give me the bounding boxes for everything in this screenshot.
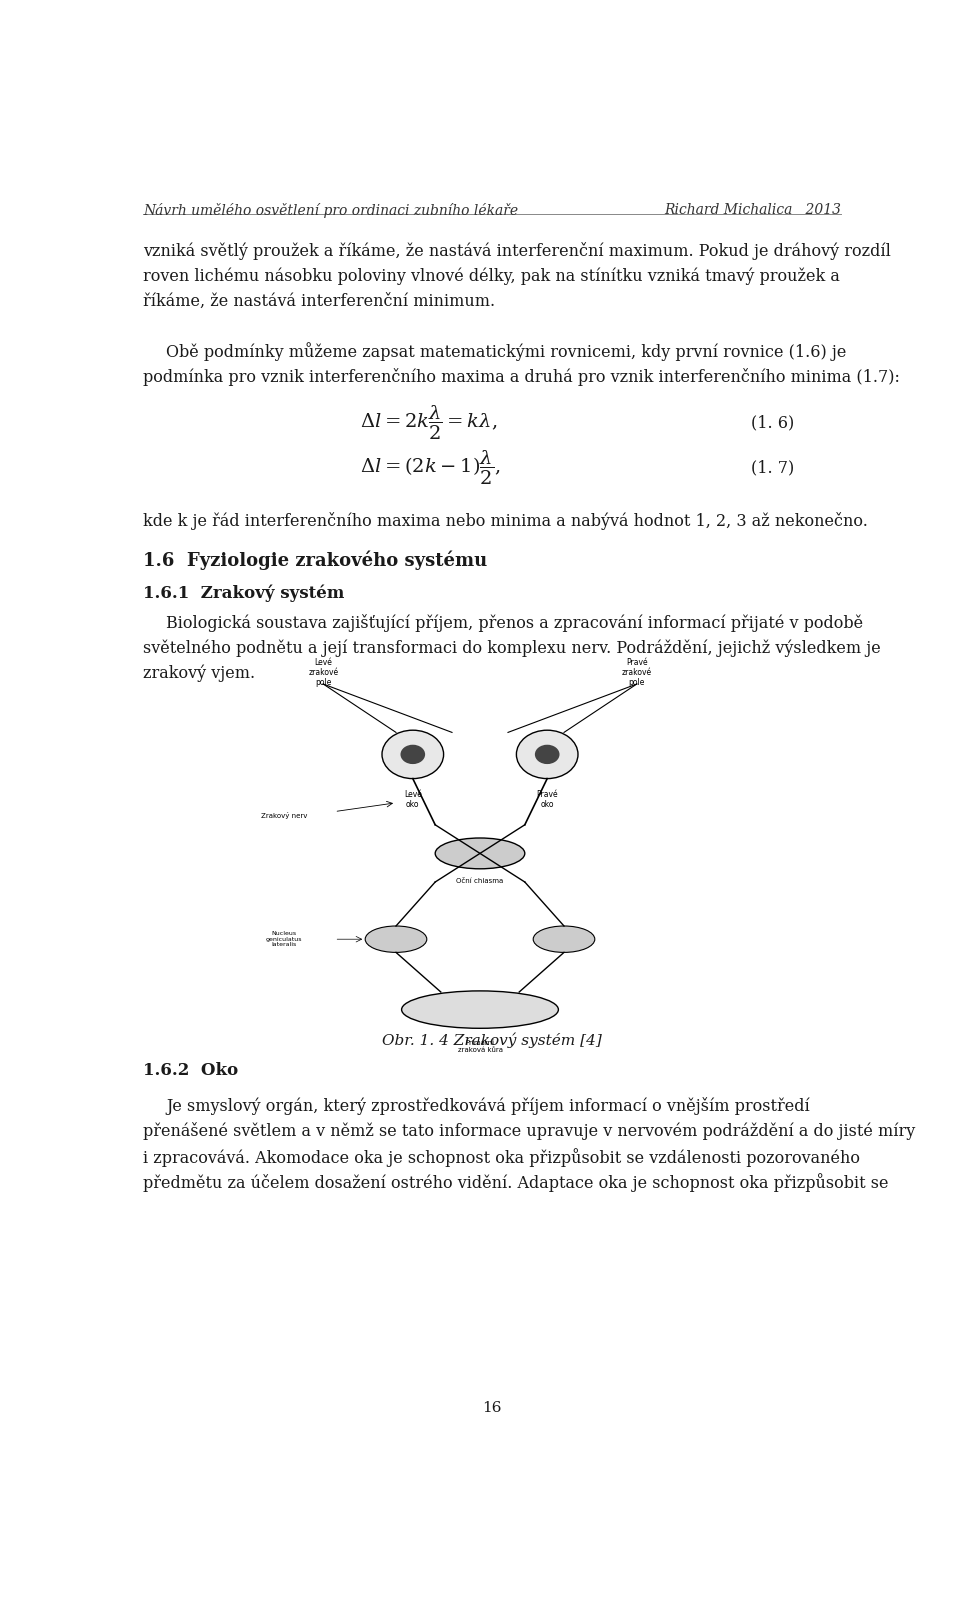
Text: Obě podmínky můžeme zapsat matematickými rovnicemi, kdy první rovnice (1.6) je: Obě podmínky můžeme zapsat matematickými…: [166, 343, 847, 362]
Text: říkáme, že nastává interferenční minimum.: říkáme, že nastává interferenční minimum…: [143, 293, 495, 311]
Text: přenášené světlem a v němž se tato informace upravuje v nervovém podráždění a do: přenášené světlem a v němž se tato infor…: [143, 1122, 916, 1140]
Circle shape: [516, 730, 578, 778]
Text: i zpracovává. Akomodace oka je schopnost oka přizpůsobit se vzdálenosti pozorova: i zpracovává. Akomodace oka je schopnost…: [143, 1148, 860, 1167]
Ellipse shape: [365, 925, 427, 953]
Ellipse shape: [533, 925, 595, 953]
Text: 1.6  Fyziologie zrakového systému: 1.6 Fyziologie zrakového systému: [143, 551, 488, 570]
Text: Primární
zraková kůra: Primární zraková kůra: [458, 1041, 502, 1053]
Text: 1.6.2  Oko: 1.6.2 Oko: [143, 1061, 238, 1079]
Text: Oční chiasma: Oční chiasma: [456, 877, 504, 884]
Text: předmětu za účelem dosažení ostrého vidění. Adaptace oka je schopnost oka přizpů: předmětu za účelem dosažení ostrého vidě…: [143, 1174, 889, 1193]
Text: vzniká světlý proužek a říkáme, že nastává interferenční maximum. Pokud je dráho: vzniká světlý proužek a říkáme, že nastá…: [143, 242, 891, 261]
Text: roven lichému násobku poloviny vlnové délky, pak na stínítku vzniká tmavý prouže: roven lichému násobku poloviny vlnové dé…: [143, 267, 840, 285]
Text: světelného podnětu a její transformaci do komplexu nerv. Podráždění, jejichž výs: světelného podnětu a její transformaci d…: [143, 639, 881, 656]
Text: 1.6.1  Zrakový systém: 1.6.1 Zrakový systém: [143, 584, 345, 602]
Text: Biologická soustava zajišťující příjem, přenos a zpracování informací přijaté v : Biologická soustava zajišťující příjem, …: [166, 615, 864, 632]
Text: kde k je řád interferenčního maxima nebo minima a nabývá hodnot 1, 2, 3 až nekon: kde k je řád interferenčního maxima nebo…: [143, 512, 868, 530]
Ellipse shape: [401, 991, 559, 1028]
Text: Pravé
zrakové
pole: Pravé zrakové pole: [622, 658, 652, 687]
Circle shape: [535, 744, 560, 764]
Text: Levé
zrakové
pole: Levé zrakové pole: [308, 658, 338, 687]
Text: 16: 16: [482, 1401, 502, 1415]
Text: Richard Michalica   2013: Richard Michalica 2013: [663, 203, 841, 216]
Text: (1. 6): (1. 6): [751, 415, 794, 432]
Text: Zrakový nerv: Zrakový nerv: [261, 812, 307, 820]
Circle shape: [382, 730, 444, 778]
Text: Levé
oko: Levé oko: [404, 789, 421, 809]
Text: Nucleus
geniculatus
lateralis: Nucleus geniculatus lateralis: [266, 930, 302, 948]
Text: zrakový vjem.: zrakový vjem.: [143, 664, 255, 682]
Circle shape: [400, 744, 425, 764]
Text: $\Delta l = 2k\dfrac{\lambda}{2} = k\lambda,$: $\Delta l = 2k\dfrac{\lambda}{2} = k\lam…: [360, 403, 497, 442]
Text: Návrh umělého osvětlení pro ordinaci zubního lékaře: Návrh umělého osvětlení pro ordinaci zub…: [143, 203, 518, 218]
Ellipse shape: [435, 837, 525, 869]
Text: $\Delta l = (2k-1)\dfrac{\lambda}{2},$: $\Delta l = (2k-1)\dfrac{\lambda}{2},$: [360, 448, 501, 487]
Text: podmínka pro vznik interferenčního maxima a druhá pro vznik interferenčního mini: podmínka pro vznik interferenčního maxim…: [143, 368, 900, 386]
Text: Pravé
oko: Pravé oko: [537, 789, 558, 809]
Text: Obr. 1. 4 Zrakový systém [4]: Obr. 1. 4 Zrakový systém [4]: [382, 1033, 602, 1049]
Text: Je smyslový orgán, který zprostředkovává příjem informací o vnějším prostředí: Je smyslový orgán, který zprostředkovává…: [166, 1097, 810, 1114]
Text: (1. 7): (1. 7): [751, 459, 794, 475]
